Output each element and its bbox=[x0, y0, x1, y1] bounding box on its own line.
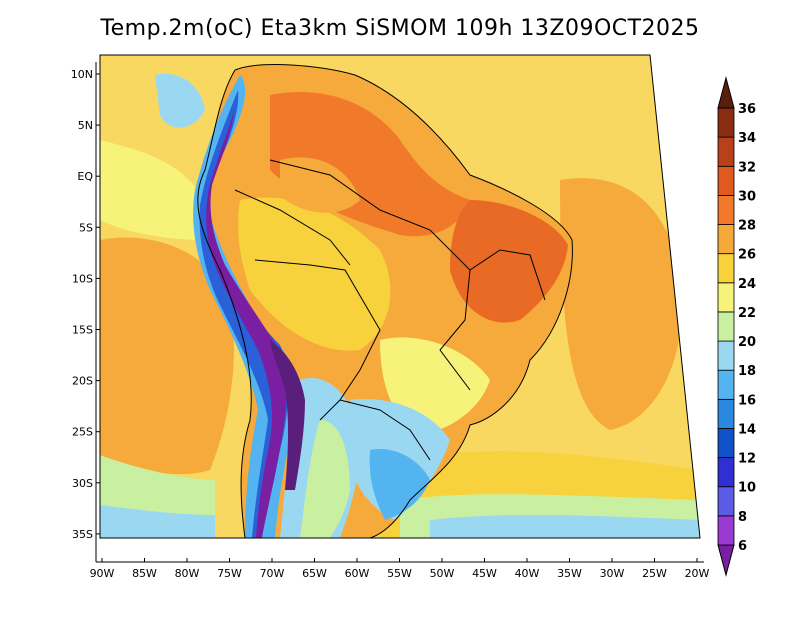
lon-tick-label: 35W bbox=[557, 567, 582, 580]
lon-tick-label: 30W bbox=[600, 567, 625, 580]
colorbar-max-triangle bbox=[717, 76, 735, 109]
colorbar-label: 14 bbox=[738, 422, 756, 437]
colorbar-label: 20 bbox=[738, 335, 756, 350]
lat-tick-label: 15S bbox=[72, 324, 93, 337]
lon-tick-label: 20W bbox=[685, 567, 710, 580]
colorbar-segment bbox=[717, 224, 735, 255]
lat-tick-label: EQ bbox=[77, 170, 93, 183]
colorbar-segment bbox=[717, 136, 735, 167]
lat-tick-label: 30S bbox=[72, 477, 93, 490]
colorbar-label: 10 bbox=[738, 481, 756, 496]
colorbar-label: 16 bbox=[738, 393, 756, 408]
colorbar-segments bbox=[717, 76, 735, 577]
colorbar-label: 8 bbox=[738, 510, 747, 525]
colorbar-label: 34 bbox=[738, 131, 756, 146]
lat-tick-label: 35S bbox=[72, 528, 93, 541]
colorbar-label: 18 bbox=[738, 364, 756, 379]
lon-tick-label: 50W bbox=[430, 567, 455, 580]
colorbar-label: 26 bbox=[738, 248, 756, 263]
colorbar-labels: 6 8 10 12 14 16 18 20 22 24 26 28 30 32 34 36 bbox=[738, 102, 756, 554]
lon-tick-label: 40W bbox=[515, 567, 540, 580]
map-title: Temp.2m(oC) Eta3km SiSMOM 109h 13Z09OCT2… bbox=[100, 16, 700, 41]
lat-tick-label: 5N bbox=[78, 119, 93, 132]
lon-tick-label: 25W bbox=[642, 567, 667, 580]
colorbar-segment bbox=[717, 282, 735, 313]
colorbar-label: 12 bbox=[738, 452, 756, 467]
lon-tick-label: 65W bbox=[302, 567, 327, 580]
colorbar-segment bbox=[717, 398, 735, 429]
colorbar-segment bbox=[717, 340, 735, 371]
colorbar-segment bbox=[717, 194, 735, 225]
country-borders bbox=[197, 64, 573, 538]
colorbar-segment bbox=[717, 253, 735, 284]
colorbar-label: 30 bbox=[738, 189, 756, 204]
lat-tick-label: 10S bbox=[72, 272, 93, 285]
colorbar-segment bbox=[717, 311, 735, 342]
colorbar-label: 24 bbox=[738, 277, 756, 292]
lon-tick-label: 85W bbox=[132, 567, 157, 580]
colorbar-label: 36 bbox=[738, 102, 756, 117]
longitude-axis: 90W 85W 80W 75W 70W 65W 60W 55W 50W 45W 40W 35W 30W 2… bbox=[90, 558, 710, 580]
lon-tick-label: 45W bbox=[472, 567, 497, 580]
temperature-field bbox=[100, 55, 700, 538]
lon-tick-label: 75W bbox=[217, 567, 242, 580]
map-frame bbox=[99, 54, 701, 539]
colorbar-label: 6 bbox=[738, 539, 747, 554]
colorbar-segment bbox=[717, 515, 735, 546]
lat-tick-label: 20S bbox=[72, 375, 93, 388]
colorbar-label: 32 bbox=[738, 160, 756, 175]
lat-tick-label: 25S bbox=[72, 426, 93, 439]
lon-tick-label: 90W bbox=[90, 567, 115, 580]
colorbar-segment bbox=[717, 457, 735, 488]
colorbar-label: 22 bbox=[738, 306, 756, 321]
colorbar-segment bbox=[717, 107, 735, 138]
lon-tick-label: 60W bbox=[345, 567, 370, 580]
colorbar-segment bbox=[717, 369, 735, 400]
lon-tick-label: 70W bbox=[260, 567, 285, 580]
lat-tick-label: 5S bbox=[79, 221, 93, 234]
colorbar-label: 28 bbox=[738, 219, 756, 234]
colorbar-segment bbox=[717, 428, 735, 459]
colorbar-segment bbox=[717, 165, 735, 196]
lon-tick-label: 80W bbox=[175, 567, 200, 580]
colorbar-min-triangle bbox=[717, 544, 735, 577]
lat-tick-label: 10N bbox=[71, 68, 93, 81]
colorbar-segment bbox=[717, 486, 735, 517]
latitude-axis: 10N 5N EQ 5S 10S 15S 20S 25S 30S 35S bbox=[71, 68, 100, 541]
lon-tick-label: 55W bbox=[387, 567, 412, 580]
